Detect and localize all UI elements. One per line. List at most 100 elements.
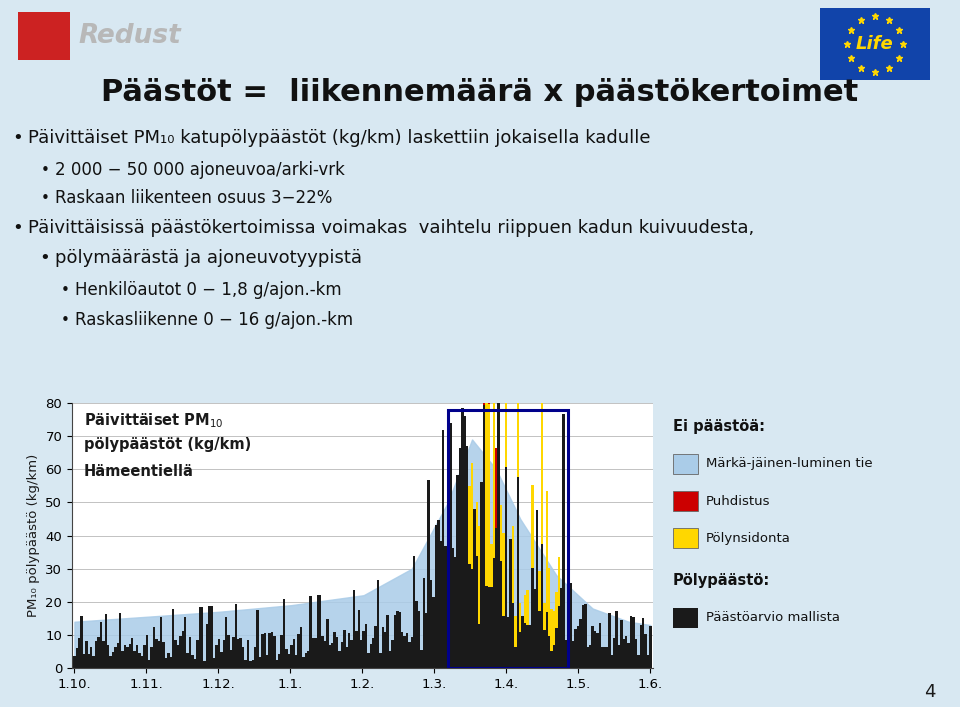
Bar xyxy=(673,608,698,628)
Text: Päästöarvio mallista: Päästöarvio mallista xyxy=(707,612,840,624)
Bar xyxy=(225,617,228,668)
Bar xyxy=(314,638,317,668)
Bar xyxy=(486,344,488,586)
Bar xyxy=(483,286,486,405)
Bar xyxy=(78,638,81,668)
Bar xyxy=(239,638,242,668)
Bar xyxy=(470,462,473,569)
Bar xyxy=(148,660,151,668)
Bar xyxy=(432,597,435,668)
Bar xyxy=(324,641,326,668)
Bar xyxy=(210,606,213,668)
Bar xyxy=(141,656,143,668)
Bar xyxy=(548,568,550,636)
Bar xyxy=(516,383,519,477)
Bar xyxy=(220,653,223,668)
Bar xyxy=(466,446,468,668)
Bar xyxy=(302,657,304,668)
Bar xyxy=(162,642,165,668)
Bar xyxy=(107,645,109,668)
Bar xyxy=(232,637,234,668)
Bar xyxy=(558,606,560,668)
Bar xyxy=(579,619,582,668)
Bar xyxy=(223,640,225,668)
Bar xyxy=(584,604,587,668)
Bar xyxy=(442,430,444,668)
Bar xyxy=(491,588,492,668)
Bar xyxy=(73,655,76,668)
Bar xyxy=(389,651,392,668)
Bar xyxy=(604,647,606,668)
Bar xyxy=(102,641,105,668)
Bar xyxy=(85,641,87,668)
Bar xyxy=(411,637,413,668)
Bar xyxy=(322,636,324,668)
Bar xyxy=(543,603,545,629)
Bar xyxy=(133,650,136,668)
Text: •: • xyxy=(41,163,50,177)
Bar xyxy=(464,416,466,668)
Bar xyxy=(328,645,331,668)
Bar xyxy=(548,636,550,668)
Bar xyxy=(355,631,357,668)
Bar xyxy=(276,660,278,668)
Bar xyxy=(165,658,167,668)
Bar xyxy=(213,658,215,668)
Bar xyxy=(153,627,156,668)
Bar xyxy=(157,641,160,668)
Bar xyxy=(242,647,244,668)
Bar xyxy=(92,656,95,668)
Bar xyxy=(205,624,208,668)
Bar xyxy=(244,660,247,668)
Bar xyxy=(132,638,133,668)
Bar xyxy=(673,491,698,511)
Bar xyxy=(593,631,596,668)
Bar xyxy=(319,595,322,668)
Bar xyxy=(495,448,497,528)
Bar xyxy=(87,654,90,668)
Bar xyxy=(266,655,269,668)
Bar xyxy=(611,655,613,668)
Bar xyxy=(343,631,346,668)
Bar xyxy=(647,655,649,668)
Bar xyxy=(336,636,338,668)
Bar xyxy=(553,645,555,668)
Bar xyxy=(456,475,459,668)
Bar xyxy=(252,660,254,668)
Bar xyxy=(481,482,483,668)
Bar xyxy=(642,619,644,668)
Bar xyxy=(475,503,478,556)
Bar xyxy=(109,655,111,668)
Bar xyxy=(360,640,363,668)
Bar xyxy=(234,604,237,668)
Bar xyxy=(630,617,633,668)
Bar xyxy=(408,643,411,668)
Text: Raskasliikenne 0 − 16 g/ajon.-km: Raskasliikenne 0 − 16 g/ajon.-km xyxy=(75,311,353,329)
Bar xyxy=(177,645,180,668)
Bar xyxy=(545,491,548,612)
Bar xyxy=(543,629,545,668)
Bar xyxy=(521,616,524,668)
Bar xyxy=(606,647,609,668)
Bar xyxy=(628,643,630,668)
Bar xyxy=(300,627,302,668)
Text: •: • xyxy=(61,312,70,327)
Bar xyxy=(591,626,593,668)
Bar xyxy=(406,633,408,668)
Text: •: • xyxy=(41,190,50,206)
Bar xyxy=(555,628,558,668)
Bar xyxy=(526,626,529,668)
Bar xyxy=(488,404,491,588)
Bar xyxy=(587,647,588,668)
Bar xyxy=(215,645,218,668)
Text: Puhdistus: Puhdistus xyxy=(707,495,771,508)
Bar xyxy=(76,648,78,668)
Bar xyxy=(486,586,488,668)
Bar xyxy=(285,649,288,668)
Bar xyxy=(553,611,555,645)
Bar xyxy=(601,647,604,668)
Bar xyxy=(625,636,628,668)
Bar xyxy=(196,640,199,668)
Bar xyxy=(524,624,526,668)
Text: Päivittäiset PM₁₀ katupölypäästöt (kg/km) laskettiin jokaisella kadulle: Päivittäiset PM₁₀ katupölypäästöt (kg/km… xyxy=(28,129,651,147)
